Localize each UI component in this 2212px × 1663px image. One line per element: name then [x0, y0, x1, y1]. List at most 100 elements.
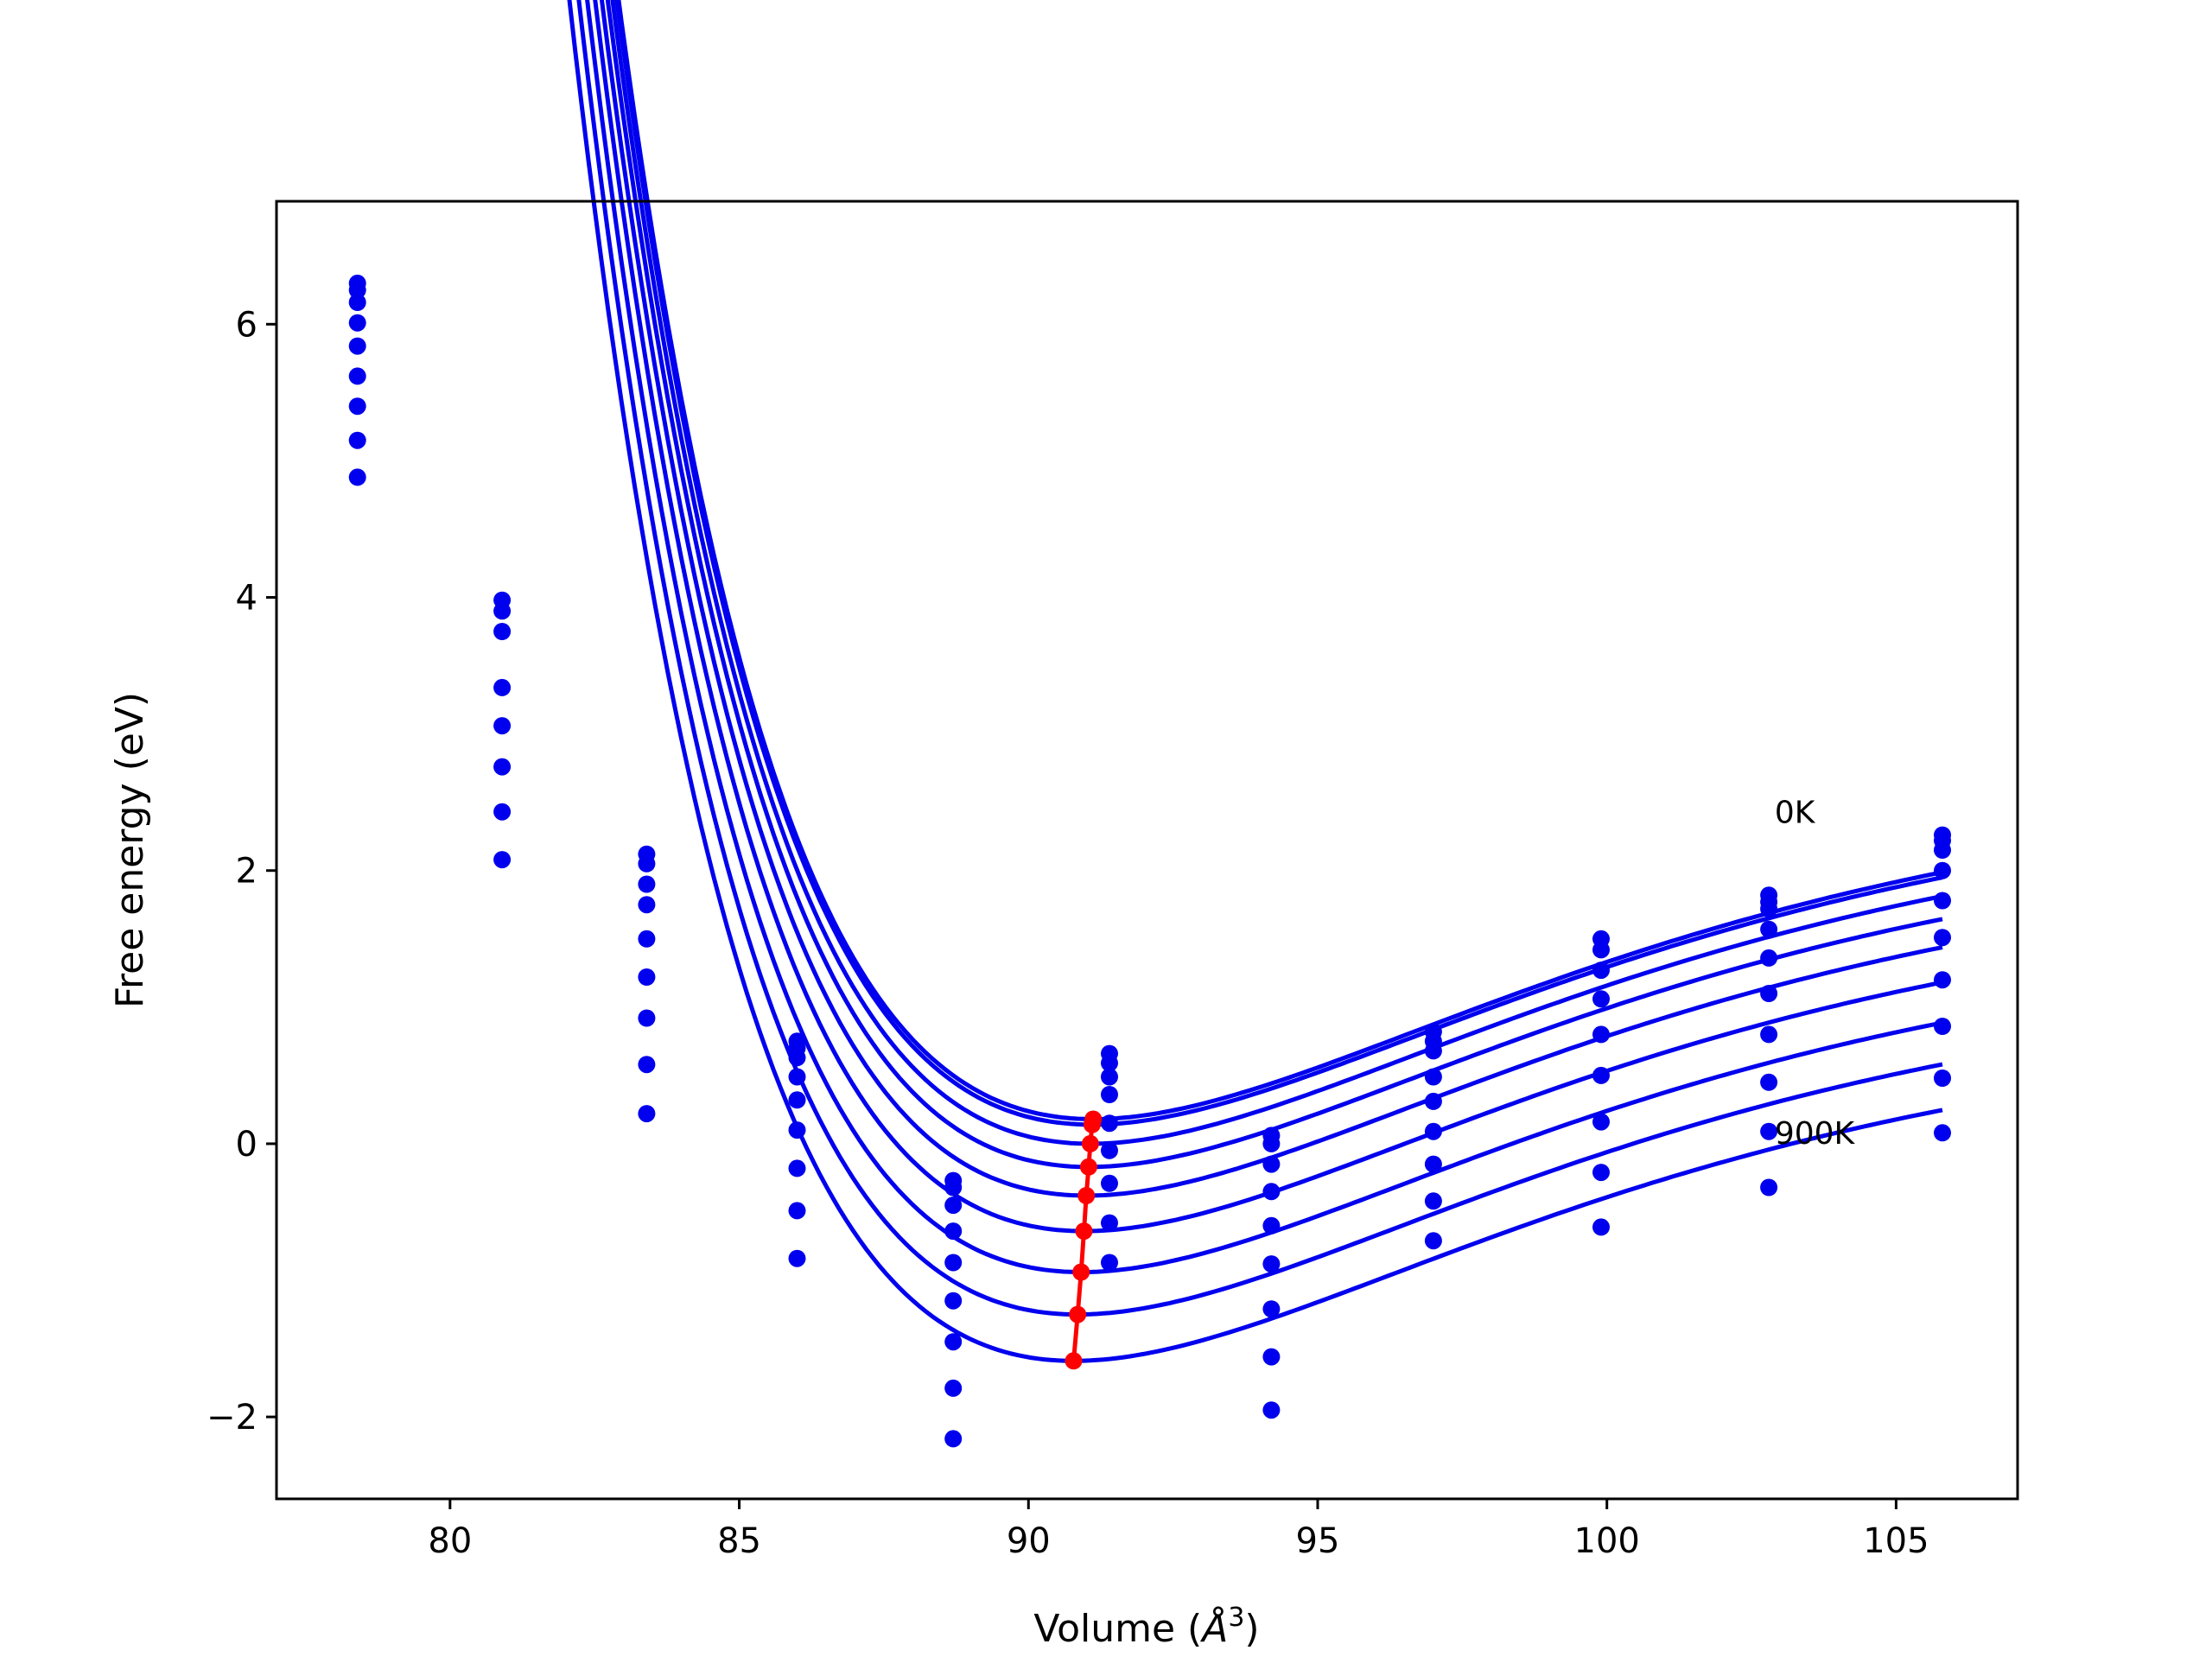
curve-annotations: 0K 900K: [1775, 795, 1856, 1152]
minimum-point: [1081, 1134, 1099, 1152]
data-point: [1101, 1174, 1118, 1192]
data-point: [1424, 1232, 1442, 1250]
minimum-point: [1069, 1305, 1087, 1323]
data-point: [788, 1249, 806, 1267]
data-point: [1760, 1122, 1778, 1140]
curve-annotation: 900K: [1775, 1116, 1856, 1152]
data-point: [944, 1379, 963, 1397]
curve-line-1: [614, 0, 1943, 1127]
data-point: [1424, 1192, 1442, 1210]
data-point: [1934, 929, 1951, 947]
data-point: [638, 930, 656, 948]
minimum-point: [1075, 1222, 1093, 1241]
data-points: [348, 274, 1951, 1448]
x-tick-label: 85: [717, 1521, 761, 1561]
data-point: [638, 875, 656, 893]
data-point: [1424, 1068, 1442, 1086]
data-point: [1592, 1025, 1610, 1044]
curve-line-6: [585, 0, 1943, 1274]
data-point: [348, 314, 366, 332]
data-point: [638, 1009, 656, 1027]
minimum-point: [1065, 1352, 1083, 1370]
y-tick-label: −2: [207, 1398, 257, 1438]
data-point: [638, 896, 656, 914]
curve-line-7: [576, 0, 1943, 1317]
data-point: [1592, 1113, 1610, 1131]
curve-annotation: 0K: [1775, 795, 1816, 830]
data-point: [1101, 1254, 1118, 1272]
data-point: [348, 468, 366, 486]
y-tick-label: 0: [236, 1125, 257, 1165]
data-point: [493, 602, 512, 620]
data-point: [1592, 941, 1610, 959]
data-point: [1760, 1178, 1778, 1196]
data-point: [348, 281, 366, 299]
data-point: [493, 851, 512, 869]
y-tick-label: 6: [236, 305, 257, 345]
minimum-point: [1072, 1263, 1090, 1281]
minimum-point: [1079, 1158, 1097, 1176]
minimum-point: [1083, 1115, 1101, 1133]
data-point: [1101, 1068, 1118, 1086]
data-point: [1262, 1255, 1281, 1273]
data-point: [1592, 1066, 1610, 1084]
y-tick-label: 4: [236, 579, 257, 619]
data-point: [1262, 1216, 1281, 1235]
data-point: [1592, 962, 1610, 980]
data-point: [788, 1159, 806, 1177]
x-tick-label: 100: [1574, 1521, 1640, 1561]
data-point: [788, 1202, 806, 1220]
data-point: [788, 1121, 806, 1139]
data-point: [1934, 1124, 1951, 1142]
data-point: [1760, 1073, 1778, 1091]
data-point: [1262, 1300, 1281, 1318]
data-point: [493, 803, 512, 821]
curve-line-8: [567, 0, 1943, 1363]
data-point: [1424, 1092, 1442, 1110]
data-point: [1760, 949, 1778, 967]
data-point: [1934, 1070, 1951, 1087]
data-point: [1760, 920, 1778, 938]
data-point: [493, 678, 512, 696]
data-point: [1101, 1114, 1118, 1133]
data-point: [1934, 1018, 1951, 1035]
data-point: [1592, 1218, 1610, 1236]
data-point: [1934, 892, 1951, 910]
data-point: [1424, 1122, 1442, 1140]
data-point: [788, 1091, 806, 1109]
data-point: [944, 1333, 963, 1351]
data-point: [1934, 841, 1951, 859]
data-point: [1424, 1155, 1442, 1173]
data-point: [348, 294, 366, 311]
data-point: [1262, 1401, 1281, 1419]
x-tick-label: 95: [1296, 1521, 1340, 1561]
data-point: [944, 1292, 963, 1310]
data-point: [638, 854, 656, 873]
data-point: [348, 367, 366, 385]
data-point: [638, 968, 656, 986]
data-point: [1262, 1155, 1281, 1173]
data-point: [944, 1254, 963, 1272]
data-point: [1101, 1214, 1118, 1232]
x-tick-label: 105: [1863, 1521, 1929, 1561]
curve-line-2: [610, 0, 1943, 1146]
data-point: [1101, 1054, 1118, 1072]
data-point: [1592, 990, 1610, 1008]
data-point: [493, 623, 512, 640]
data-point: [944, 1430, 963, 1448]
data-point: [493, 717, 512, 735]
data-point: [638, 1056, 656, 1074]
curve-line-3: [605, 0, 1943, 1170]
y-tick-label: 2: [236, 852, 257, 892]
data-point: [788, 1049, 806, 1067]
data-point: [348, 337, 366, 355]
data-point: [1760, 1025, 1778, 1044]
data-point: [1101, 1086, 1118, 1103]
data-point: [1424, 1042, 1442, 1060]
plot-frame: [275, 200, 2019, 1501]
data-point: [1934, 971, 1951, 989]
data-point: [1760, 985, 1778, 1002]
